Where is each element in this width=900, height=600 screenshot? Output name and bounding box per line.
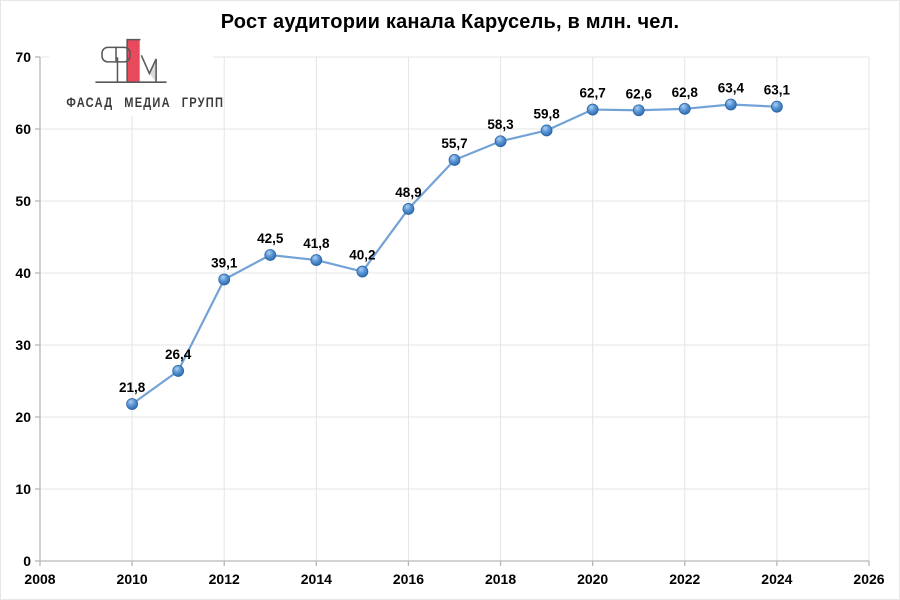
data-point	[678, 102, 691, 115]
data-point	[540, 124, 553, 137]
data-point-label: 42,5	[257, 231, 284, 246]
data-point-label: 59,8	[533, 106, 560, 121]
data-point	[494, 135, 507, 148]
y-tick-label: 40	[15, 265, 31, 281]
data-point	[770, 100, 783, 113]
data-point-label: 62,7	[580, 86, 606, 101]
data-point-label: 41,8	[303, 236, 330, 251]
x-tick-label: 2018	[485, 571, 516, 587]
x-tick-label: 2022	[669, 571, 700, 587]
x-tick-label: 2020	[577, 571, 608, 587]
data-point-label: 62,8	[672, 85, 699, 100]
logo-triangle	[149, 58, 157, 83]
data-point-label: 48,9	[395, 185, 421, 200]
data-point	[310, 254, 323, 266]
x-tick-label: 2010	[117, 571, 148, 587]
y-tick-label: 60	[15, 121, 31, 137]
data-point-label: 62,6	[626, 86, 653, 101]
data-point-label: 21,8	[119, 380, 146, 395]
y-tick-label: 10	[15, 481, 31, 497]
x-tick-label: 2008	[24, 571, 55, 587]
x-tick-label: 2012	[209, 571, 240, 587]
logo: ФАСАД МЕДИА ГРУПП	[49, 27, 223, 116]
data-point	[264, 249, 277, 261]
x-tick-label: 2014	[301, 571, 332, 587]
data-point-label: 58,3	[487, 117, 514, 132]
data-point-label: 63,1	[764, 83, 791, 98]
x-tick-label: 2016	[393, 571, 424, 587]
data-point	[356, 265, 369, 278]
data-point	[632, 104, 645, 117]
data-point-label: 63,4	[718, 81, 745, 96]
y-tick-label: 30	[15, 337, 31, 353]
logo-text: ФАСАД МЕДИА ГРУПП	[66, 95, 225, 110]
data-point	[402, 203, 415, 215]
data-point	[172, 365, 185, 377]
data-point	[126, 398, 139, 410]
y-tick-label: 20	[15, 409, 31, 425]
data-point-label: 39,1	[211, 255, 238, 270]
logo-red-bar-outline	[126, 38, 141, 83]
data-point-label: 40,2	[349, 248, 375, 263]
y-tick-label: 0	[23, 553, 31, 569]
data-point	[724, 98, 737, 111]
data-point	[218, 273, 231, 286]
data-point-label: 55,7	[441, 136, 467, 151]
y-tick-label: 50	[15, 193, 31, 209]
logo-icon	[95, 38, 167, 83]
logo-red-bar	[127, 39, 140, 83]
y-tick-label: 70	[15, 49, 31, 65]
x-tick-label: 2026	[853, 571, 884, 587]
data-point-label: 26,4	[165, 347, 192, 362]
logo-m-stroke	[140, 55, 157, 83]
data-point	[586, 103, 599, 116]
x-tick-label: 2024	[761, 571, 792, 587]
chart-title: Рост аудитории канала Карусель, в млн. ч…	[220, 11, 680, 33]
data-point	[448, 154, 461, 166]
